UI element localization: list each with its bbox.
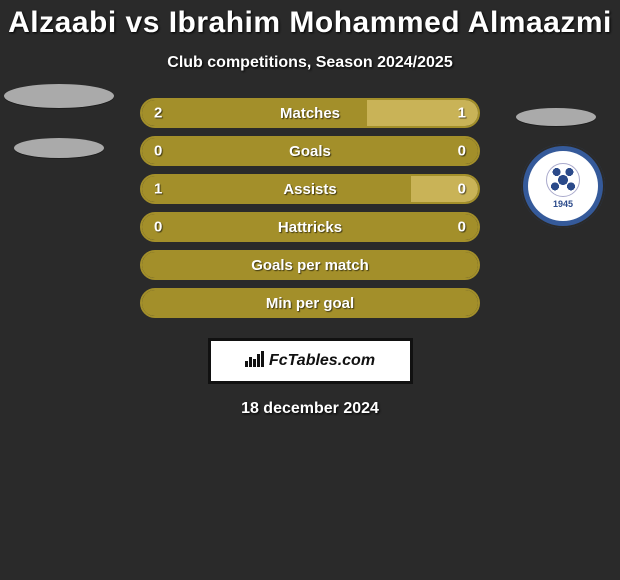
club-badge: 1945 — [521, 144, 605, 228]
stat-fill-right — [411, 176, 478, 202]
stat-value-right: 1 — [458, 105, 466, 122]
chart-icon — [245, 351, 265, 372]
stats-area: 1945 2 1 Matches 0 0 Goals 1 0 Assists 0 0 Hattrick… — [0, 90, 620, 418]
stat-label: Matches — [280, 105, 340, 122]
club-year: 1945 — [553, 199, 573, 209]
stat-row: 0 0 Goals — [140, 136, 480, 166]
stat-value-right: 0 — [458, 219, 466, 236]
avatar-placeholder-icon — [4, 84, 114, 108]
stat-label: Goals per match — [251, 257, 369, 274]
stat-value-left: 0 — [154, 219, 162, 236]
avatar-placeholder-icon — [516, 108, 596, 126]
date-label: 18 december 2024 — [241, 400, 379, 418]
stat-value-left: 0 — [154, 143, 162, 160]
avatar-placeholder-icon — [14, 138, 104, 158]
subtitle: Club competitions, Season 2024/2025 — [167, 54, 452, 72]
stat-value-right: 0 — [458, 143, 466, 160]
brand-label: FcTables.com — [269, 352, 375, 370]
stat-value-left: 1 — [154, 181, 162, 198]
stat-row: 2 1 Matches — [140, 98, 480, 128]
stat-row: 1 0 Assists — [140, 174, 480, 204]
brand-box[interactable]: FcTables.com — [208, 338, 413, 384]
page-title: Alzaabi vs Ibrahim Mohammed Almaazmi — [8, 6, 612, 40]
stat-label: Min per goal — [266, 295, 354, 312]
stat-label: Goals — [289, 143, 331, 160]
stat-row: Goals per match — [140, 250, 480, 280]
stat-value-left: 2 — [154, 105, 162, 122]
stat-label: Assists — [283, 181, 336, 198]
stat-label: Hattricks — [278, 219, 342, 236]
stat-row: 0 0 Hattricks — [140, 212, 480, 242]
stat-row: Min per goal — [140, 288, 480, 318]
stat-value-right: 0 — [458, 181, 466, 198]
stat-fill-left — [142, 176, 411, 202]
player-left-avatar — [4, 84, 114, 128]
soccer-ball-icon — [546, 163, 580, 197]
